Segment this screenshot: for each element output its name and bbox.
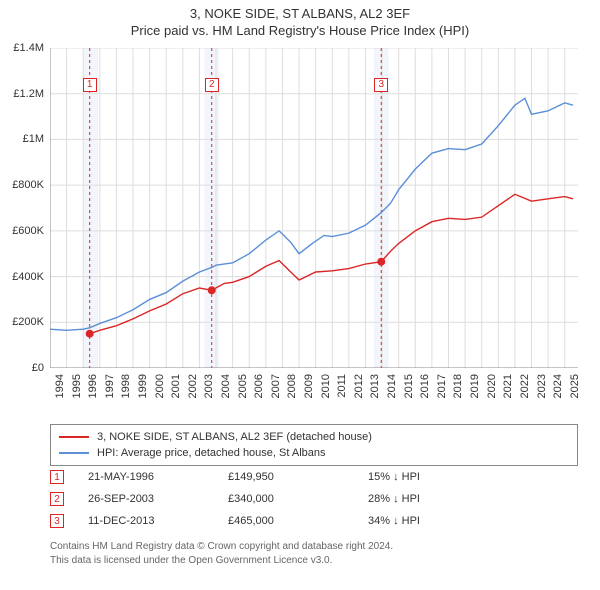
x-tick-label: 2014 <box>386 374 398 398</box>
event-marker: 1 <box>83 78 97 92</box>
title-subtitle: Price paid vs. HM Land Registry's House … <box>0 23 600 38</box>
chart-svg <box>50 48 578 368</box>
event-marker: 3 <box>374 78 388 92</box>
legend-swatch <box>59 452 89 454</box>
x-tick-label: 2000 <box>154 374 166 398</box>
y-tick-label: £0 <box>32 362 44 374</box>
transaction-row: 3 11-DEC-2013£465,00034% ↓ HPI <box>50 510 578 532</box>
x-tick-label: 2013 <box>369 374 381 398</box>
x-tick-label: 1997 <box>104 374 116 398</box>
transaction-date: 21-MAY-1996 <box>88 471 228 483</box>
transaction-row: 1 21-MAY-1996£149,95015% ↓ HPI <box>50 466 578 488</box>
x-tick-label: 2010 <box>320 374 332 398</box>
legend-item: HPI: Average price, detached house, St A… <box>59 445 569 461</box>
x-tick-label: 2005 <box>237 374 249 398</box>
y-tick-label: £1.2M <box>13 88 44 100</box>
transaction-diff: 15% ↓ HPI <box>368 471 508 483</box>
y-tick-label: £200K <box>12 316 44 328</box>
x-tick-label: 1995 <box>71 374 83 398</box>
x-tick-label: 2020 <box>486 374 498 398</box>
x-tick-label: 2016 <box>419 374 431 398</box>
x-tick-label: 2021 <box>502 374 514 398</box>
footer-line1: Contains HM Land Registry data © Crown c… <box>50 540 578 554</box>
transaction-price: £149,950 <box>228 471 368 483</box>
x-tick-label: 2018 <box>452 374 464 398</box>
chart-container: 3, NOKE SIDE, ST ALBANS, AL2 3EF Price p… <box>0 0 600 590</box>
x-axis: 1994 1995 1996 1997 1998 1999 2000 2001 2002 2003… <box>50 370 578 420</box>
x-tick-label: 2001 <box>170 374 182 398</box>
chart-plot-area <box>50 48 578 368</box>
x-tick-label: 2023 <box>536 374 548 398</box>
x-tick-label: 2003 <box>203 374 215 398</box>
transaction-row: 2 26-SEP-2003£340,00028% ↓ HPI <box>50 488 578 510</box>
footer-line2: This data is licensed under the Open Gov… <box>50 554 578 568</box>
transaction-price: £465,000 <box>228 515 368 527</box>
x-tick-label: 2024 <box>552 374 564 398</box>
legend-label: HPI: Average price, detached house, St A… <box>97 447 326 459</box>
event-marker: 2 <box>205 78 219 92</box>
x-tick-label: 2017 <box>436 374 448 398</box>
transactions-list: 1 21-MAY-1996£149,95015% ↓ HPI 2 26-SEP-200… <box>50 466 578 532</box>
y-tick-label: £600K <box>12 225 44 237</box>
y-axis: £0£200K£400K£600K£800K£1M£1.2M£1.4M <box>0 48 48 368</box>
y-tick-label: £1.4M <box>13 42 44 54</box>
x-tick-label: 1996 <box>87 374 99 398</box>
transaction-marker: 3 <box>50 514 64 528</box>
x-tick-label: 2009 <box>303 374 315 398</box>
transaction-diff: 28% ↓ HPI <box>368 493 508 505</box>
x-tick-label: 2004 <box>220 374 232 398</box>
transaction-price: £340,000 <box>228 493 368 505</box>
x-tick-label: 2022 <box>519 374 531 398</box>
x-tick-label: 1998 <box>120 374 132 398</box>
y-tick-label: £1M <box>23 133 44 145</box>
x-tick-label: 2002 <box>187 374 199 398</box>
transaction-date: 26-SEP-2003 <box>88 493 228 505</box>
legend: 3, NOKE SIDE, ST ALBANS, AL2 3EF (detach… <box>50 424 578 466</box>
x-tick-label: 1994 <box>54 374 66 398</box>
x-tick-label: 2015 <box>403 374 415 398</box>
x-tick-label: 2025 <box>569 374 581 398</box>
transaction-date: 11-DEC-2013 <box>88 515 228 527</box>
x-tick-label: 2006 <box>253 374 265 398</box>
title-address: 3, NOKE SIDE, ST ALBANS, AL2 3EF <box>0 6 600 21</box>
x-tick-label: 2008 <box>286 374 298 398</box>
transaction-diff: 34% ↓ HPI <box>368 515 508 527</box>
x-tick-label: 2019 <box>469 374 481 398</box>
y-tick-label: £800K <box>12 179 44 191</box>
legend-label: 3, NOKE SIDE, ST ALBANS, AL2 3EF (detach… <box>97 431 372 443</box>
y-tick-label: £400K <box>12 271 44 283</box>
legend-item: 3, NOKE SIDE, ST ALBANS, AL2 3EF (detach… <box>59 429 569 445</box>
x-tick-label: 2007 <box>270 374 282 398</box>
footer: Contains HM Land Registry data © Crown c… <box>50 540 578 567</box>
x-tick-label: 2011 <box>336 374 348 398</box>
legend-swatch <box>59 436 89 438</box>
transaction-marker: 1 <box>50 470 64 484</box>
transaction-marker: 2 <box>50 492 64 506</box>
x-tick-label: 2012 <box>353 374 365 398</box>
x-tick-label: 1999 <box>137 374 149 398</box>
title-block: 3, NOKE SIDE, ST ALBANS, AL2 3EF Price p… <box>0 0 600 40</box>
